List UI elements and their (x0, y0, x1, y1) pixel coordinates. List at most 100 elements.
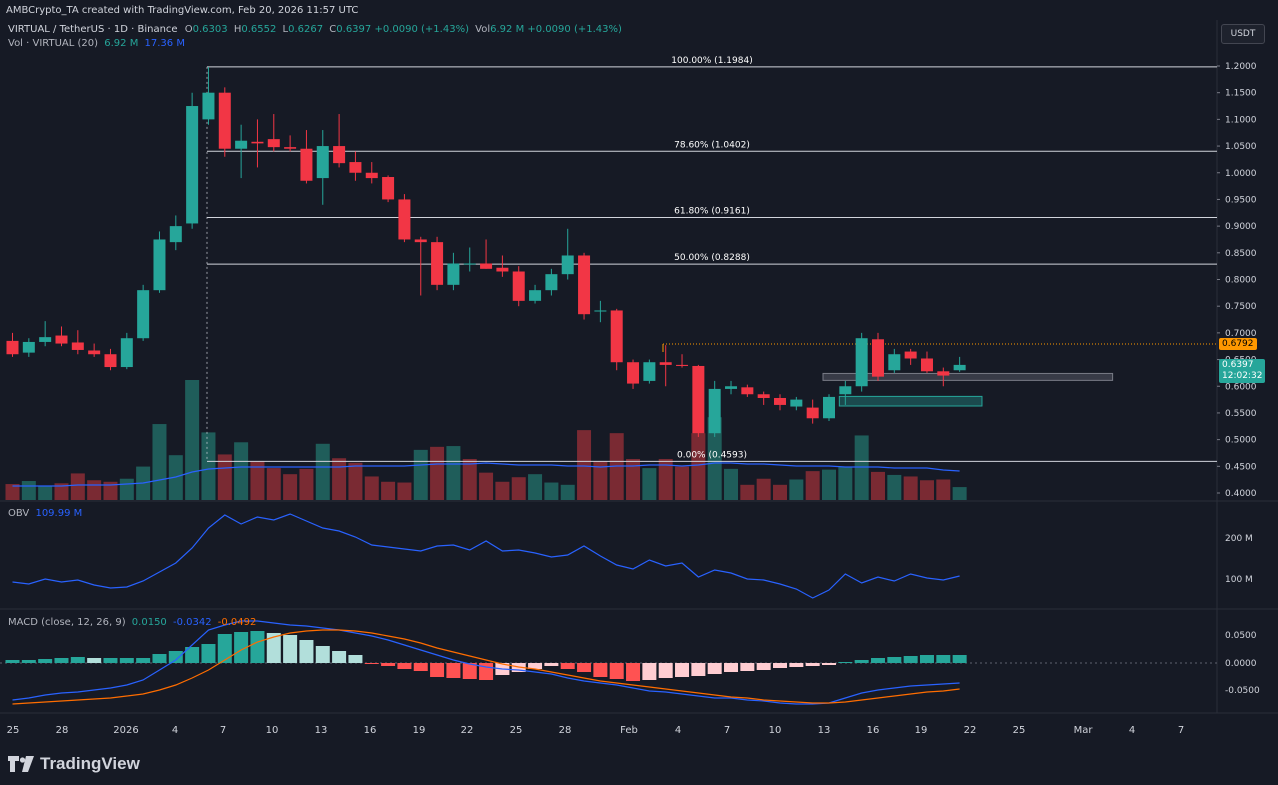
currency-button[interactable]: USDT (1221, 24, 1265, 44)
price-axis-label: 0.8000 (1225, 276, 1257, 286)
time-axis-label: 2026 (113, 725, 138, 736)
volume-bar (919, 480, 934, 500)
volume-bar (870, 471, 885, 500)
macd-histogram-bar (430, 663, 445, 677)
volume-bar (903, 476, 918, 500)
zone-box (838, 395, 983, 407)
macd-histogram-bar (936, 655, 951, 663)
candle-body (365, 172, 378, 179)
macd-histogram-bar (87, 658, 102, 663)
time-axis-label: 25 (7, 725, 20, 736)
candle-body (414, 239, 427, 243)
low-value: 0.6267 (288, 24, 324, 35)
volume-bar (773, 484, 788, 500)
volume-bar (789, 479, 804, 500)
candle-body (839, 386, 852, 395)
macd-histogram-bar (887, 657, 902, 663)
symbol-label: VIRTUAL / TetherUS · 1D · Binance (8, 24, 178, 35)
macd-histogram-bar (201, 644, 216, 663)
candle-body (349, 162, 362, 173)
macd-histogram-bar (577, 663, 592, 672)
volume-bar (250, 461, 265, 500)
candle-body (888, 354, 901, 371)
time-axis-label: 22 (964, 725, 977, 736)
candle-body (104, 354, 117, 368)
macd-legend: MACD (close, 12, 26, 9) 0.0150 -0.0342 -… (8, 617, 256, 628)
close-value: 0.6397 (336, 24, 372, 35)
candle-body (790, 399, 803, 407)
macd-histogram-bar (675, 663, 690, 677)
time-axis-label: 22 (461, 725, 474, 736)
time-axis-label: Mar (1074, 725, 1094, 736)
candle-body (71, 342, 84, 350)
volume-bar (838, 466, 853, 500)
macd-line-value: -0.0342 (172, 617, 212, 628)
volume-bar (740, 484, 755, 500)
candle-body (496, 267, 509, 272)
macd-histogram-bar (332, 651, 347, 663)
candle-body (316, 146, 329, 179)
macd-signal-value: -0.0492 (217, 617, 257, 628)
volume-bar (479, 472, 494, 500)
macd-histogram-bar (609, 663, 624, 679)
macd-histogram-bar (348, 655, 363, 663)
macd-histogram-bar (903, 656, 918, 663)
candle-body (22, 341, 35, 353)
price-axis-label: 1.1000 (1225, 115, 1257, 125)
candle-body (382, 177, 395, 200)
candle-body (953, 364, 966, 371)
candle-body (463, 263, 476, 265)
last-price-value: 0.6397 (1222, 360, 1254, 370)
time-axis-label: 10 (266, 725, 279, 736)
volume-bar (201, 432, 216, 500)
candle-body (6, 340, 19, 355)
candle-body (512, 271, 525, 301)
volume-bar (397, 482, 412, 500)
volume-bar (119, 478, 134, 500)
volume-bar (234, 442, 249, 500)
price-axis-label: 0.8500 (1225, 249, 1257, 259)
macd-histogram-bar (54, 658, 69, 663)
tradingview-logo[interactable]: TradingView (8, 754, 140, 774)
time-axis-label: 19 (915, 725, 928, 736)
macd-histogram-bar (119, 658, 134, 663)
price-axis-label: 1.0500 (1225, 142, 1257, 152)
price-axis-label: 1.2000 (1225, 62, 1257, 72)
macd-histogram-bar (397, 663, 412, 669)
macd-histogram-bar (103, 658, 118, 663)
volume-bar (381, 481, 396, 500)
time-axis-label: 25 (1013, 725, 1026, 736)
volume-bar (822, 469, 836, 500)
candle-body (806, 407, 819, 419)
price-axis-label: 0.4500 (1225, 462, 1257, 472)
volume-bar (626, 458, 641, 500)
macd-histogram-bar (544, 663, 559, 666)
volume-bar (887, 474, 902, 500)
bar-countdown: 12:02:32 (1222, 371, 1263, 381)
candle-body (529, 290, 542, 301)
macd-histogram-bar (136, 658, 151, 663)
time-axis-label: 16 (364, 725, 377, 736)
macd-histogram-bar (952, 655, 967, 663)
obv-label: OBV (8, 508, 30, 519)
volume-bar (185, 380, 200, 500)
obv-axis-label: 100 M (1225, 575, 1253, 585)
candle-body (137, 290, 150, 339)
macd-histogram-bar (250, 631, 265, 663)
vol-label: Vol (475, 24, 491, 35)
macd-histogram-bar (707, 663, 722, 674)
price-axis-label: 0.9000 (1225, 222, 1257, 232)
macd-histogram-bar (234, 632, 249, 663)
price-axis-label: 0.5500 (1225, 409, 1257, 419)
candle-body (610, 310, 623, 363)
macd-label: MACD (close, 12, 26, 9) (8, 617, 126, 628)
fib-level-label: 50.00% (0.8288) (674, 253, 750, 263)
candle-body (153, 239, 166, 291)
last-price-tag: 0.6397 12:02:32 (1219, 359, 1266, 383)
volume-bar (5, 484, 20, 500)
volume-bar (348, 462, 363, 500)
volume-bar (544, 482, 559, 500)
open-label: O (184, 24, 193, 35)
price-axis-label: 0.9500 (1225, 195, 1257, 205)
fib-level-label: 100.00% (1.1984) (671, 56, 752, 66)
